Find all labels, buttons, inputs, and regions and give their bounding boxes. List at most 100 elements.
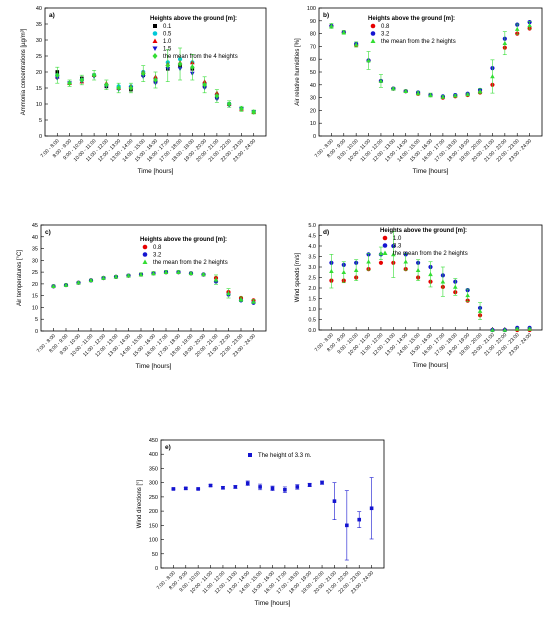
data-point — [366, 259, 371, 264]
data-point — [345, 523, 349, 528]
x-axis-label: Time [hours] — [255, 600, 291, 607]
y-tick-label: 50 — [152, 552, 158, 558]
y-tick-label: 50 — [310, 70, 316, 76]
data-point — [201, 272, 206, 277]
data-point — [428, 92, 433, 97]
data-point — [251, 299, 256, 304]
data-point — [341, 30, 347, 35]
y-tick-label: 4.5 — [308, 234, 316, 240]
y-tick-label: 1.0 — [308, 307, 316, 313]
data-point — [233, 485, 238, 489]
y-tick-label: 450 — [149, 438, 158, 444]
data-point — [213, 277, 219, 282]
data-point — [477, 308, 483, 313]
data-point — [208, 483, 213, 488]
y-tick-label: 10 — [310, 121, 316, 127]
chart-panel-4: d)0.00.51.01.52.02.53.03.54.04.55.07:00 … — [295, 223, 543, 369]
data-point — [51, 283, 56, 289]
data-point — [353, 267, 359, 272]
legend-title: Heights above the ground [m]: — [368, 16, 455, 22]
y-tick-label: 80 — [310, 32, 316, 38]
y-tick-label: 15 — [36, 86, 42, 92]
data-point — [245, 481, 250, 486]
plot-frame — [318, 7, 543, 137]
y-tick-label: 5.0 — [308, 223, 316, 229]
y-tick-label: 60 — [310, 57, 316, 63]
y-tick-label: 0 — [313, 134, 316, 140]
data-point — [378, 251, 384, 256]
legend-entry: 0.1 — [163, 24, 172, 30]
data-point — [502, 327, 508, 332]
y-tick-label: 30 — [36, 38, 42, 44]
legend-marker — [142, 244, 148, 250]
y-tick-label: 300 — [149, 481, 158, 487]
legend-marker — [382, 235, 388, 241]
panel-label: a) — [49, 12, 55, 19]
data-point — [490, 74, 495, 79]
y-tick-label: 5 — [39, 118, 42, 124]
y-tick-label: 40 — [310, 83, 316, 89]
data-point — [440, 279, 446, 284]
data-point — [116, 85, 121, 91]
data-point — [79, 77, 85, 83]
y-tick-label: 100 — [307, 6, 316, 12]
data-point — [153, 77, 158, 83]
y-tick-label: 0 — [39, 134, 42, 140]
data-point — [63, 282, 69, 287]
data-point — [165, 62, 171, 69]
data-point — [527, 22, 532, 28]
data-point — [428, 272, 433, 277]
series-2 — [329, 243, 532, 333]
y-tick-label: 1.5 — [308, 297, 316, 303]
legend-entry: 1.0 — [393, 236, 402, 242]
y-tick-label: 20 — [32, 282, 38, 288]
legend-entry: 3.3 — [393, 244, 402, 250]
data-point — [163, 269, 169, 274]
y-axis-label: Ammonia concentrations [µg/m³] — [21, 28, 27, 115]
legend-marker — [152, 31, 158, 36]
data-point — [465, 92, 470, 97]
series-5 — [54, 47, 257, 115]
legend-marker — [370, 23, 376, 29]
data-point — [91, 72, 97, 78]
data-point — [140, 70, 146, 77]
data-point — [307, 483, 312, 487]
y-tick-label: 0.5 — [308, 318, 316, 324]
y-tick-label: 2.5 — [308, 276, 316, 282]
data-point — [126, 273, 131, 278]
y-tick-label: 200 — [149, 509, 158, 515]
data-point — [188, 270, 194, 276]
x-axis-label: Time [hours] — [413, 168, 449, 175]
data-point — [171, 487, 176, 491]
data-point — [101, 275, 106, 280]
y-tick-label: 4.0 — [308, 244, 316, 250]
series-1 — [329, 23, 532, 100]
legend-marker — [370, 31, 376, 36]
legend-entry: the mean from the 2 heights — [381, 39, 456, 45]
y-axis-label: Wind speeds [m/s] — [295, 252, 301, 302]
y-tick-label: 150 — [149, 523, 158, 529]
data-point — [514, 326, 520, 331]
y-tick-label: 100 — [149, 538, 158, 544]
data-point — [67, 80, 72, 86]
data-point — [226, 101, 232, 107]
legend-entry: 3.2 — [153, 253, 162, 259]
data-point — [190, 64, 195, 70]
data-point — [183, 486, 188, 491]
x-axis-label: Time [hours] — [136, 363, 172, 370]
y-tick-label: 25 — [36, 54, 42, 60]
legend-title: Heights above the ground [m]: — [380, 228, 467, 234]
y-tick-label: 20 — [310, 108, 316, 114]
legend-entry: 0.8 — [381, 24, 390, 30]
data-point — [514, 26, 520, 31]
panel-label: b) — [323, 12, 329, 19]
legend: The height of 3.3 m. — [248, 453, 312, 459]
data-point — [415, 267, 421, 272]
data-point — [295, 485, 300, 489]
legend-marker — [152, 38, 158, 43]
series-1 — [171, 477, 374, 561]
